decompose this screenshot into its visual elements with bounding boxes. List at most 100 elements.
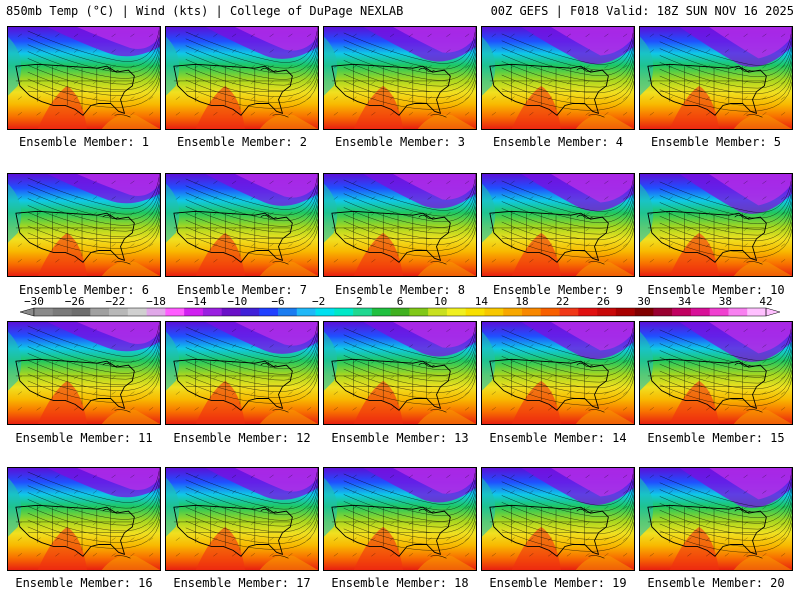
ensemble-map-6 <box>7 173 161 277</box>
colorbar-swatch <box>71 308 91 316</box>
colorbar-swatch <box>353 308 373 316</box>
ensemble-map-18 <box>323 467 477 571</box>
ensemble-member-label: Ensemble Member: 13 <box>331 431 469 445</box>
ensemble-member-label: Ensemble Member: 5 <box>650 135 782 149</box>
colorbar-swatch <box>165 308 185 316</box>
colorbar-swatch <box>259 308 279 316</box>
ensemble-member-label: Ensemble Member: 6 <box>18 283 150 297</box>
ensemble-member-label: Ensemble Member: 9 <box>492 283 624 297</box>
ensemble-map-19 <box>481 467 635 571</box>
ensemble-map-16 <box>7 467 161 571</box>
colorbar-swatch <box>371 308 391 316</box>
colorbar-swatch <box>503 308 523 316</box>
colorbar-swatch <box>334 308 354 316</box>
ensemble-member-label: Ensemble Member: 16 <box>15 576 153 590</box>
header-valid-time: 00Z GEFS | F018 Valid: 18Z SUN NOV 16 20… <box>490 4 794 18</box>
colorbar-tick-label: 34 <box>678 296 692 308</box>
ensemble-member-label: Ensemble Member: 1 <box>18 135 150 149</box>
ensemble-map-9 <box>481 173 635 277</box>
colorbar-swatch <box>240 308 260 316</box>
colorbar-swatch <box>315 308 335 316</box>
colorbar-swatch <box>578 308 598 316</box>
colorbar-tick-label: 14 <box>475 296 489 308</box>
colorbar-swatch <box>90 308 110 316</box>
colorbar-swatch <box>428 308 448 316</box>
colorbar-tick-label: 18 <box>515 296 528 308</box>
colorbar-swatch <box>278 308 298 316</box>
ensemble-map-14 <box>481 321 635 425</box>
ensemble-member-label: Ensemble Member: 19 <box>489 576 627 590</box>
ensemble-map-2 <box>165 26 319 130</box>
colorbar-tick-label: 42 <box>759 296 772 308</box>
colorbar-swatch <box>409 308 429 316</box>
ensemble-map-11 <box>7 321 161 425</box>
ensemble-map-1 <box>7 26 161 130</box>
ensemble-member-label: Ensemble Member: 8 <box>334 283 466 297</box>
ensemble-map-15 <box>639 321 793 425</box>
colorbar-tick-label: −10 <box>227 296 247 308</box>
colorbar-tick-label: 22 <box>556 296 569 308</box>
header-title: 850mb Temp (°C) | Wind (kts) | College o… <box>6 4 404 18</box>
colorbar-swatch <box>559 308 579 316</box>
colorbar-tick-label: −2 <box>312 296 325 308</box>
colorbar-swatch <box>446 308 466 316</box>
ensemble-map-17 <box>165 467 319 571</box>
ensemble-map-5 <box>639 26 793 130</box>
colorbar-tick-label: 26 <box>597 296 610 308</box>
ensemble-member-label: Ensemble Member: 3 <box>334 135 466 149</box>
ensemble-map-20 <box>639 467 793 571</box>
colorbar-swatch <box>522 308 542 316</box>
colorbar-swatch <box>146 308 166 316</box>
colorbar-tick-label: −26 <box>65 296 85 308</box>
ensemble-map-10 <box>639 173 793 277</box>
colorbar-arrow-high <box>765 307 781 317</box>
ensemble-member-label: Ensemble Member: 17 <box>173 576 311 590</box>
ensemble-member-label: Ensemble Member: 15 <box>647 431 785 445</box>
colorbar-swatch <box>747 308 767 316</box>
ensemble-member-label: Ensemble Member: 7 <box>176 283 308 297</box>
colorbar-tick-label: 6 <box>397 296 404 308</box>
ensemble-member-label: Ensemble Member: 11 <box>15 431 153 445</box>
temperature-colorbar: −30 −26 −22 −18 −14 −10 −6 −2 2 6 10 14 18 22 26 30 34 38… <box>0 296 800 320</box>
ensemble-map-3 <box>323 26 477 130</box>
ensemble-member-label: Ensemble Member: 2 <box>176 135 308 149</box>
ensemble-member-label: Ensemble Member: 20 <box>647 576 785 590</box>
ensemble-map-13 <box>323 321 477 425</box>
colorbar-swatch <box>634 308 654 316</box>
colorbar-swatch <box>484 308 504 316</box>
ensemble-member-label: Ensemble Member: 4 <box>492 135 624 149</box>
colorbar-swatch <box>34 308 54 316</box>
colorbar-tick-label: −30 <box>24 296 44 308</box>
colorbar-swatch <box>672 308 692 316</box>
colorbar-swatch <box>109 308 129 316</box>
colorbar-swatch <box>653 308 673 316</box>
colorbar-swatch <box>221 308 241 316</box>
colorbar-swatch <box>465 308 485 316</box>
colorbar-tick-label: −14 <box>187 296 207 308</box>
colorbar-swatch <box>728 308 748 316</box>
colorbar-swatch <box>615 308 635 316</box>
colorbar-tick-label: −6 <box>271 296 284 308</box>
colorbar-swatch <box>127 308 147 316</box>
colorbar-swatch <box>202 308 222 316</box>
ensemble-map-8 <box>323 173 477 277</box>
colorbar-tick-label: 30 <box>637 296 650 308</box>
ensemble-member-label: Ensemble Member: 18 <box>331 576 469 590</box>
colorbar-swatch <box>690 308 710 316</box>
ensemble-member-label: Ensemble Member: 14 <box>489 431 627 445</box>
colorbar-swatch <box>540 308 560 316</box>
ensemble-map-4 <box>481 26 635 130</box>
colorbar-swatch <box>296 308 316 316</box>
colorbar-tick-label: −22 <box>105 296 125 308</box>
colorbar-swatch <box>709 308 729 316</box>
colorbar-tick-label: 10 <box>434 296 447 308</box>
colorbar-swatch <box>390 308 410 316</box>
colorbar-swatch <box>184 308 204 316</box>
ensemble-member-label: Ensemble Member: 12 <box>173 431 311 445</box>
colorbar-swatch <box>597 308 617 316</box>
ensemble-map-7 <box>165 173 319 277</box>
colorbar-tick-label: −18 <box>146 296 166 308</box>
colorbar-swatch <box>52 308 72 316</box>
colorbar-arrow-low <box>19 307 35 317</box>
ensemble-member-label: Ensemble Member: 10 <box>647 283 785 297</box>
